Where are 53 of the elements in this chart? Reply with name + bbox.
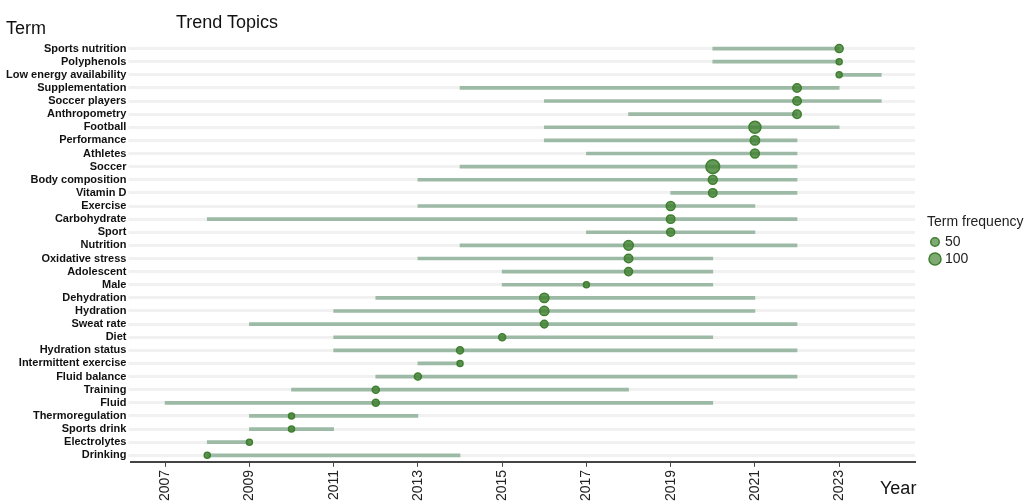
y-tick-label: Hydration status: [39, 343, 127, 356]
y-tick-label: Dehydration: [62, 290, 127, 303]
bar: [501, 282, 714, 287]
y-tick-label: Body composition: [30, 172, 127, 185]
bar: [249, 414, 419, 418]
x-tick-label: 2011: [324, 469, 341, 500]
y-tick-label: Training: [83, 382, 127, 395]
x-axis-title: Year: [880, 478, 917, 499]
y-tick-label: Thermoregulation: [32, 408, 127, 421]
y-tick-label: Soccer players: [48, 94, 127, 107]
y-tick-label: Vitamin D: [75, 185, 127, 198]
y-tick-label: Diet: [105, 330, 127, 343]
y-tick-label: Intermittent exercise: [18, 356, 127, 369]
y-tick-label: Football: [83, 120, 127, 133]
y-tick-label: Hydration: [75, 304, 127, 316]
x-tick-label: 2023: [830, 469, 847, 502]
x-tick-label: 2021: [745, 469, 762, 502]
chart-title: Trend Topics: [176, 12, 279, 33]
y-tick-label: Sport: [97, 225, 127, 238]
y-tick-label: Sweat rate: [71, 317, 127, 330]
y-tick-label: Oxidative stress: [41, 251, 127, 264]
y-tick-label: Drinking: [81, 448, 127, 461]
y-tick-label: Supplementation: [37, 80, 127, 93]
bar: [291, 387, 629, 392]
y-tick-label: Exercise: [81, 199, 127, 212]
x-tick-label: 2013: [408, 469, 425, 502]
y-axis-title: Term: [6, 18, 46, 39]
bar: [333, 335, 714, 340]
y-tick-label: Male: [101, 277, 127, 290]
bar: [164, 400, 714, 405]
y-tick-label: Soccer: [89, 159, 128, 172]
y-tick-label: Electrolytes: [64, 435, 127, 448]
y-tick-label: Fluid: [100, 395, 127, 408]
bar: [249, 427, 334, 431]
y-tick-label: Polyphenols: [61, 54, 127, 67]
y-tick-label: Fluid balance: [56, 369, 127, 382]
x-tick-label: 2019: [661, 469, 678, 502]
y-tick-label: Nutrition: [80, 238, 127, 251]
x-tick-label: 2017: [577, 469, 594, 502]
legend-label: 50: [945, 232, 961, 249]
y-tick-label: Adolescent: [67, 264, 127, 277]
y-tick-label: Carbohydrate: [54, 212, 127, 225]
y-tick-label: Sports nutrition: [43, 41, 127, 54]
legend-title: Term frequency: [927, 212, 1024, 229]
x-tick-label: 2009: [240, 469, 257, 502]
y-tick-label: Performance: [59, 133, 127, 146]
y-tick-label: Anthropometry: [46, 107, 128, 120]
legend-label: 100: [945, 249, 969, 266]
x-tick-label: 2007: [155, 469, 172, 502]
x-tick-label: 2015: [493, 469, 510, 502]
y-tick-label: Sports drink: [61, 422, 128, 435]
y-tick-label: Low energy availability: [5, 67, 128, 80]
y-tick-label: Athletes: [83, 146, 127, 159]
